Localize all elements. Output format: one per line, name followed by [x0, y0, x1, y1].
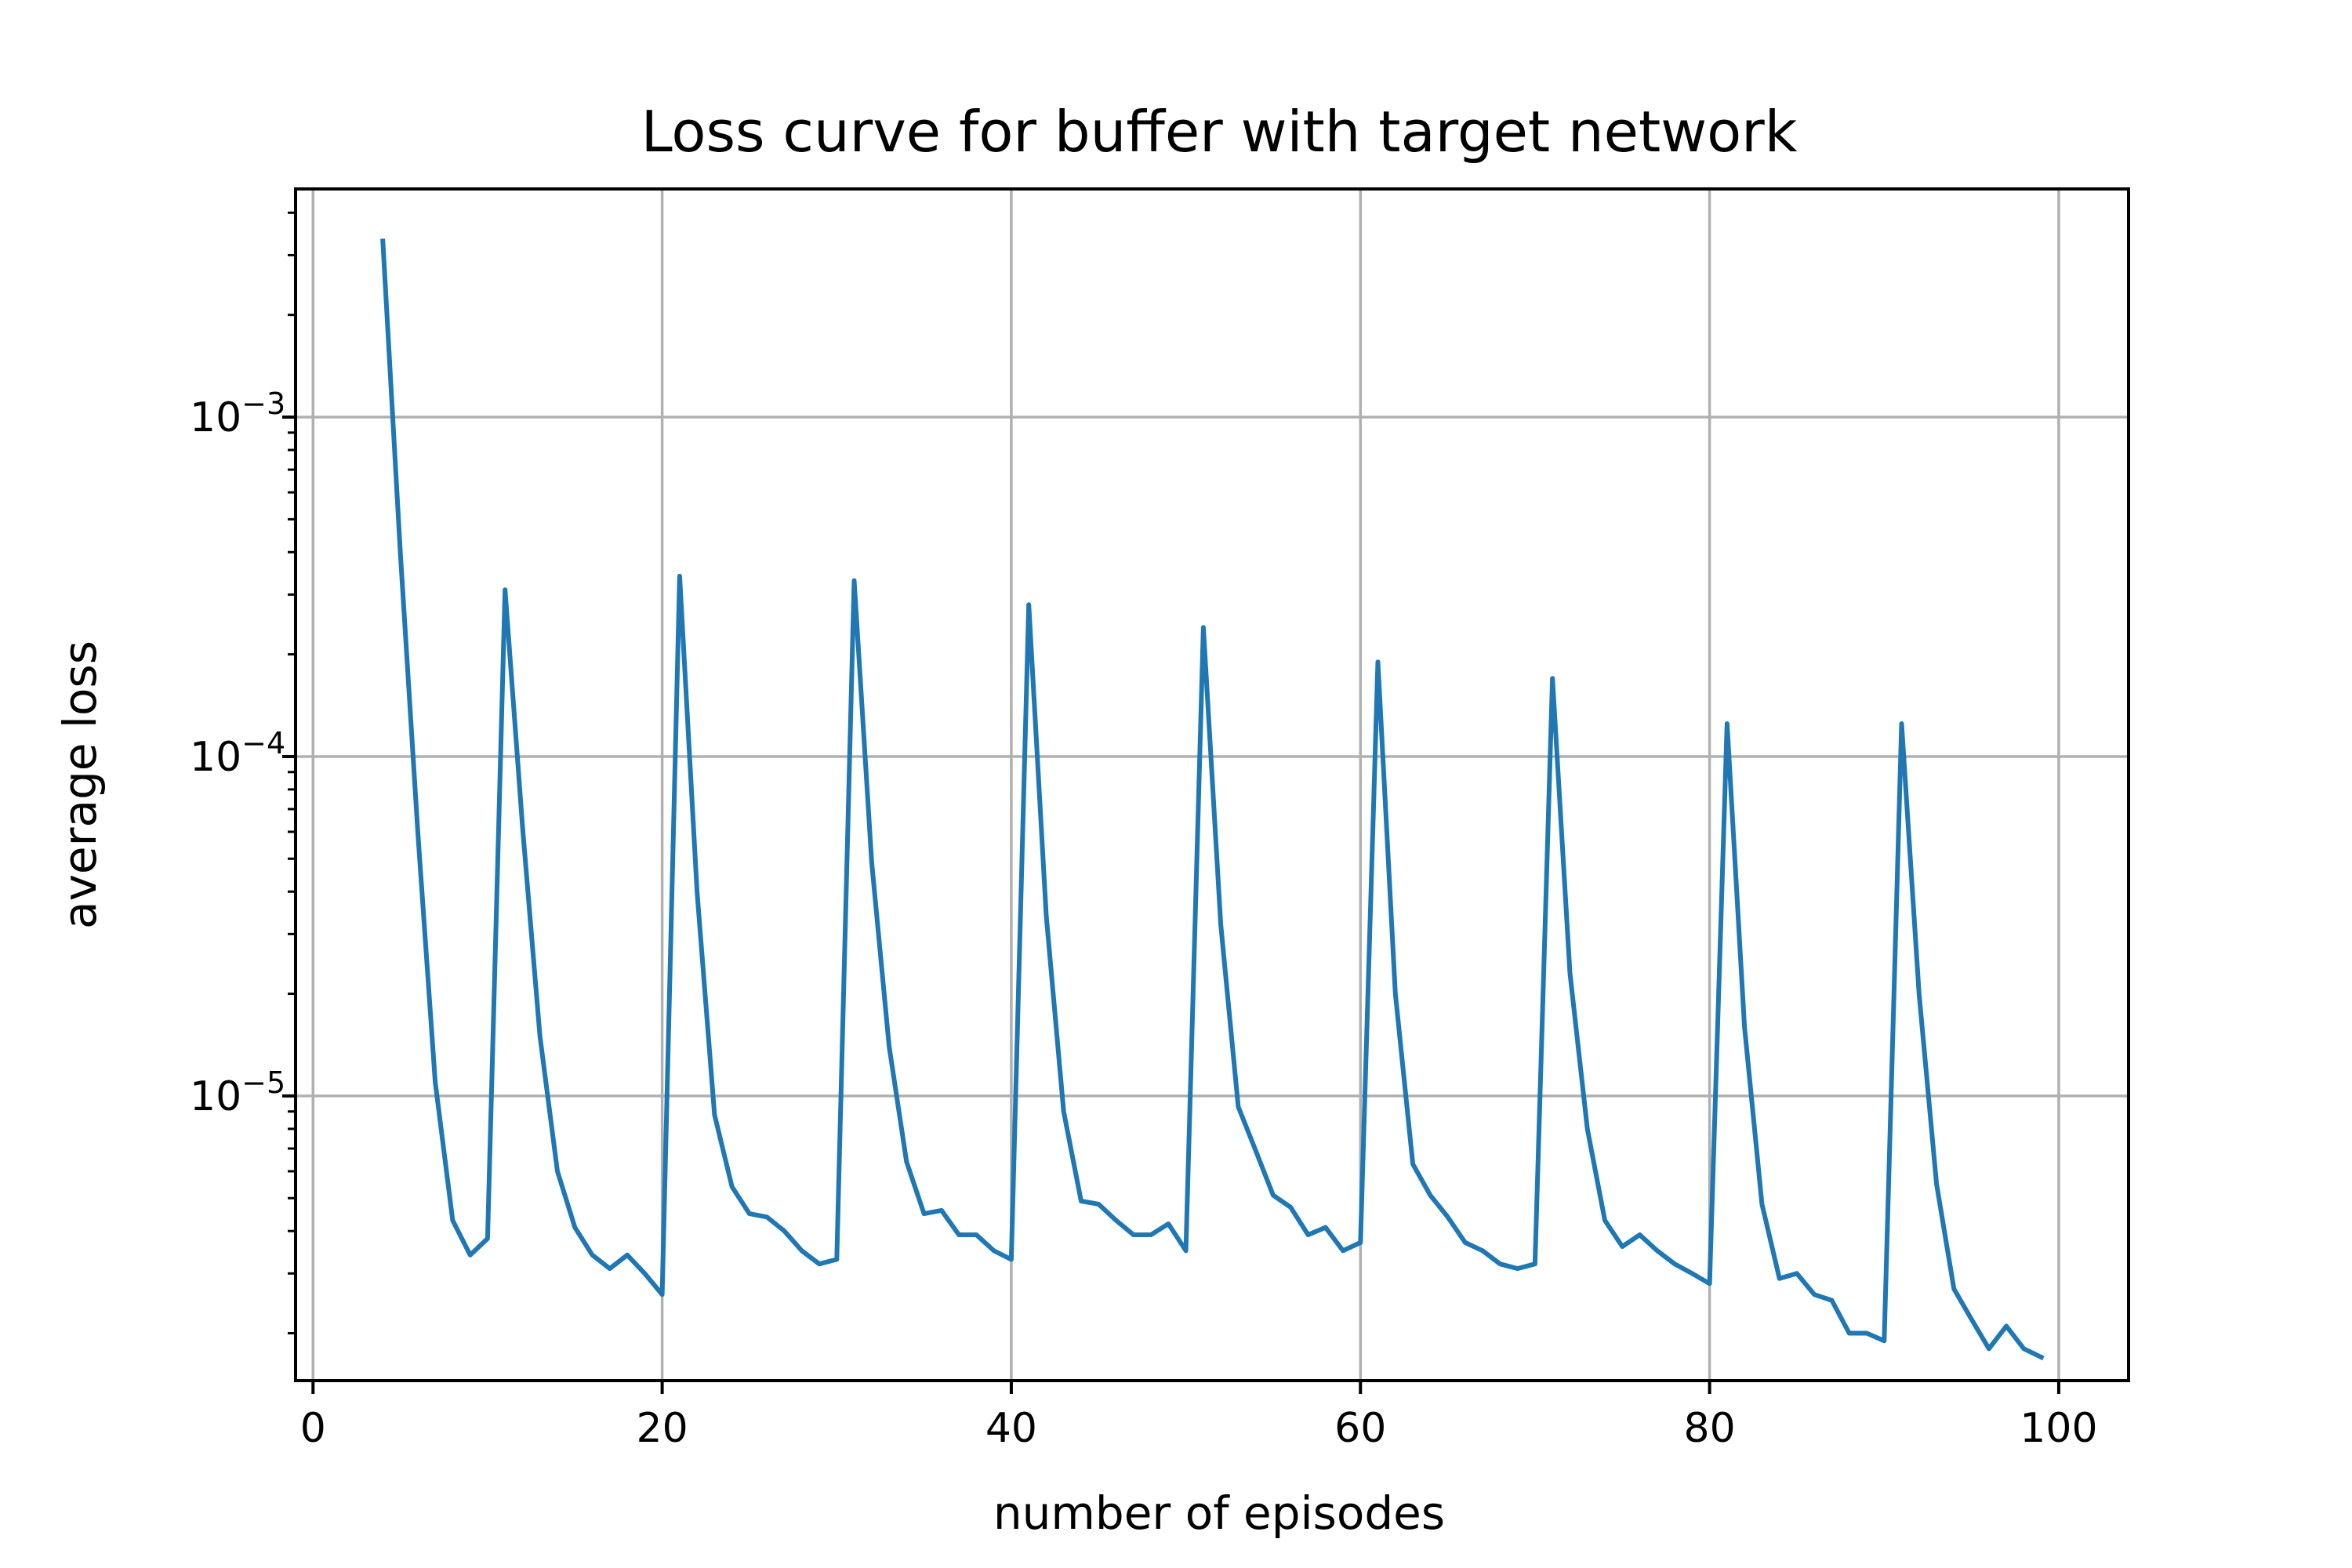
- x-tick-label: 40: [985, 1405, 1037, 1452]
- x-tick-label: 60: [1334, 1405, 1386, 1452]
- y-tick-label: 10−5: [190, 1065, 285, 1120]
- x-tick-label: 20: [637, 1405, 688, 1452]
- y-tick-label: 10−3: [190, 387, 285, 441]
- y-tick-label: 10−4: [190, 726, 285, 781]
- x-axis-ticks: 0 20 40 60 80 100: [300, 1381, 2098, 1452]
- x-tick-label: 0: [300, 1405, 326, 1452]
- x-tick-label: 100: [2020, 1405, 2097, 1452]
- chart-title: Loss curve for buffer with target networ…: [641, 99, 1798, 165]
- y-axis-label: average loss: [53, 641, 107, 929]
- grid-lines: [296, 189, 2129, 1381]
- y-axis-ticks: 10−5 10−4 10−3: [190, 211, 296, 1335]
- plot-frame: [294, 187, 2130, 1382]
- series-line: [380, 238, 2045, 1361]
- x-tick-label: 80: [1684, 1405, 1736, 1452]
- x-axis-label: number of episodes: [993, 1486, 1445, 1540]
- series-layer: [380, 238, 2045, 1361]
